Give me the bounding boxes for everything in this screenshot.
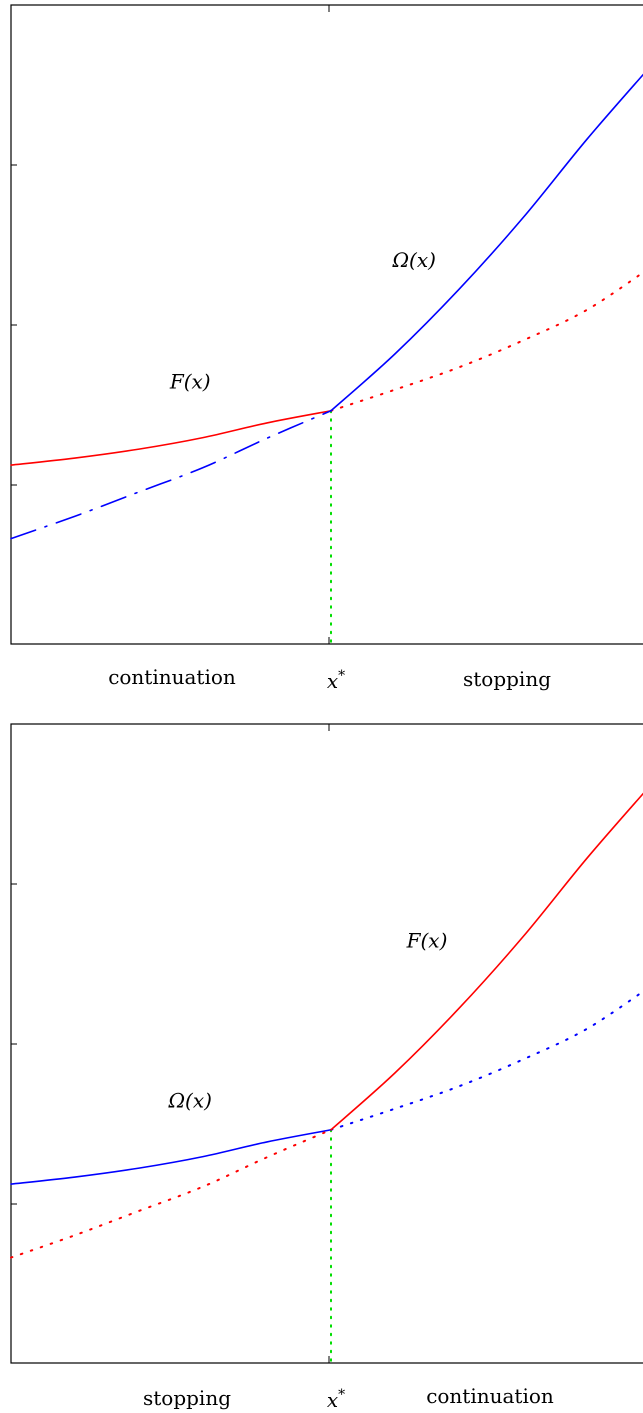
threshold-label: x* xyxy=(327,1387,345,1412)
series-label: F(x) xyxy=(406,929,448,953)
series-label: Ω(x) xyxy=(391,248,435,272)
region-right-label: stopping xyxy=(463,667,551,691)
panel-bottom: Ω(x) F(x) stopping x* continuation xyxy=(10,723,643,1412)
region-right-label: continuation xyxy=(426,1384,554,1408)
threshold-label: x* xyxy=(327,668,345,693)
series-line-right xyxy=(330,73,643,412)
series-line-left xyxy=(10,1128,332,1259)
region-left-label: continuation xyxy=(108,665,236,689)
plot-frame xyxy=(10,4,643,645)
curves xyxy=(10,73,643,540)
series-label: Ω(x) xyxy=(167,1088,211,1112)
series-line-right xyxy=(330,271,643,412)
series-line-right xyxy=(330,990,643,1131)
y-ticks xyxy=(11,164,17,486)
series-line-left xyxy=(10,1128,332,1185)
curve-labels: Ω(x) F(x) xyxy=(167,929,447,1113)
region-left-label: stopping xyxy=(143,1386,231,1410)
series-line-left xyxy=(10,409,332,540)
y-ticks xyxy=(11,883,17,1205)
curve-labels: F(x) Ω(x) xyxy=(169,248,436,393)
series-label: F(x) xyxy=(169,369,211,393)
panel-top: F(x) Ω(x) continuation x* stopping xyxy=(10,4,643,693)
curves xyxy=(10,792,643,1259)
series-line-left xyxy=(10,409,332,466)
plot-frame xyxy=(10,723,643,1364)
series-line-right xyxy=(330,792,643,1131)
